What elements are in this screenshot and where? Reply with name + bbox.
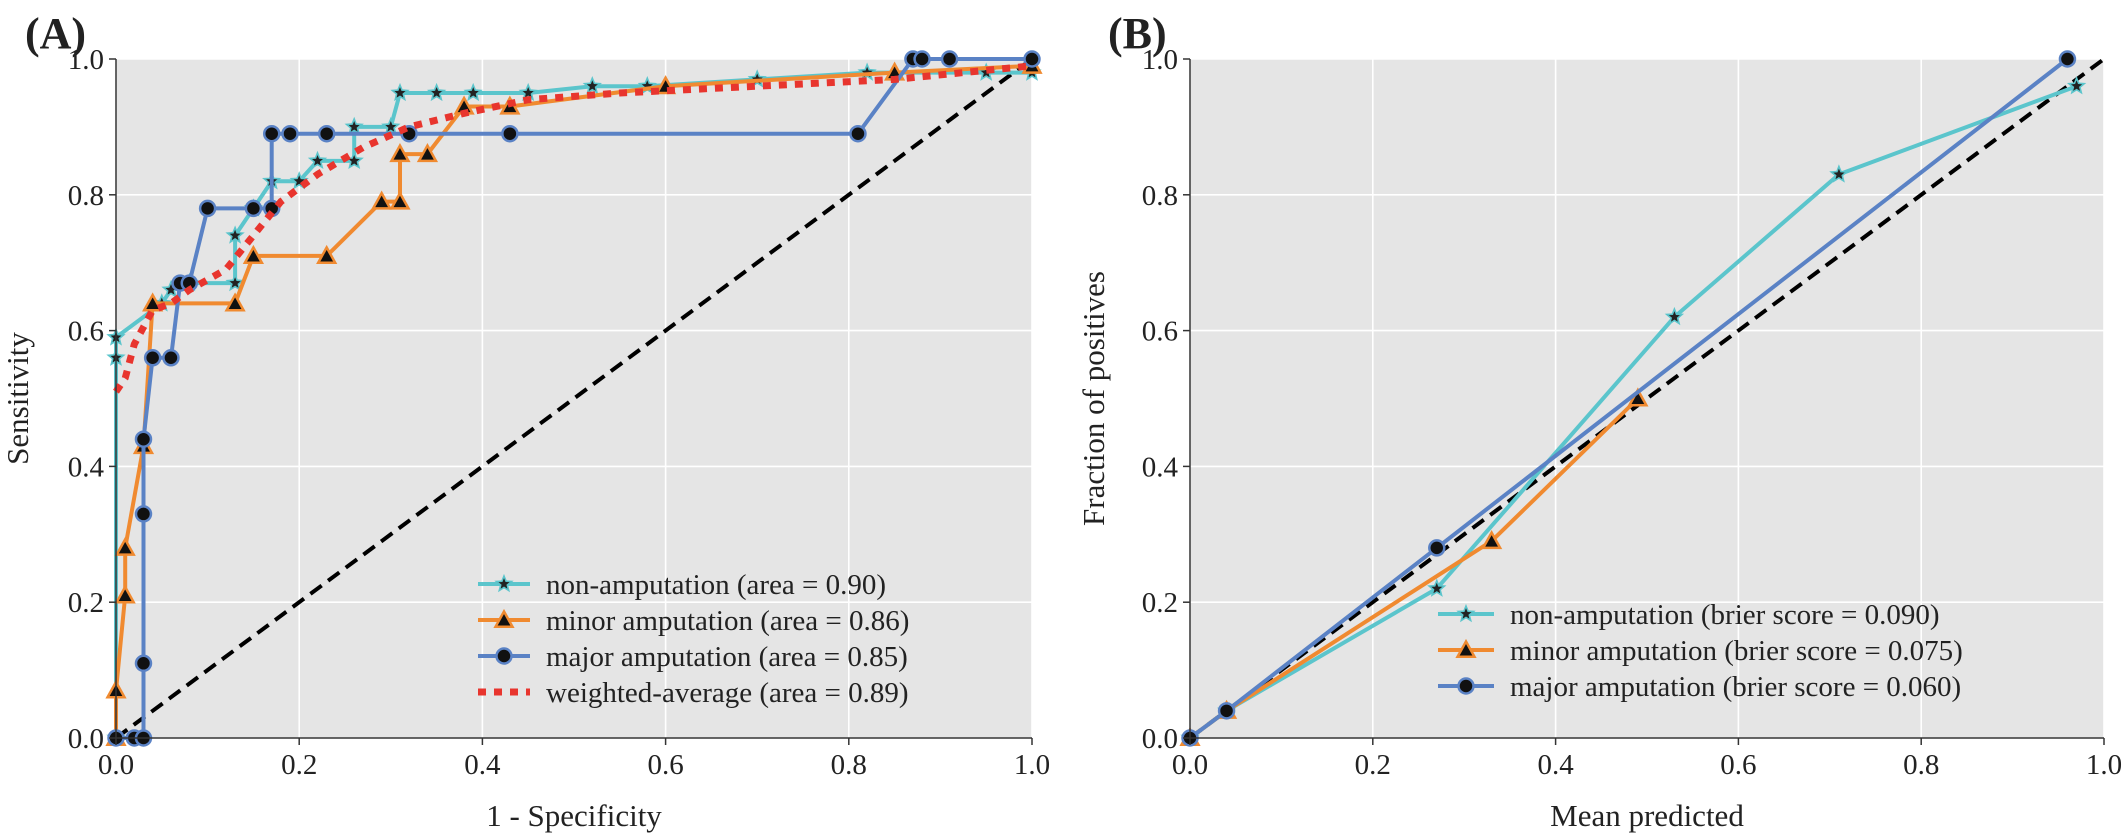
data-point-non bbox=[426, 82, 447, 102]
data-point-non bbox=[2066, 76, 2087, 95]
x-tick-label: 0.0 bbox=[1172, 749, 1208, 781]
y-axis-title: Fraction of positives bbox=[1076, 271, 1111, 526]
data-point-minor bbox=[142, 292, 164, 312]
y-tick-label: 0.8 bbox=[68, 180, 104, 212]
y-tick-label: 0.0 bbox=[68, 723, 104, 755]
legend-label-weighted: weighted-average (area = 0.89) bbox=[546, 677, 909, 709]
y-axis-title: Sensitivity bbox=[0, 332, 35, 465]
legend: non-amputation (brier score = 0.090) mino… bbox=[1438, 599, 1963, 703]
y-tick-label: 0.2 bbox=[1142, 587, 1178, 619]
legend-label-non: non-amputation (area = 0.90) bbox=[546, 569, 886, 601]
y-tick-label: 0.4 bbox=[68, 451, 105, 483]
data-point-minor bbox=[114, 584, 136, 604]
data-point-major bbox=[143, 349, 162, 367]
y-tick-label: 0.6 bbox=[68, 316, 104, 348]
roc-curve-panel: 0.0 0.2 0.4 0.6 0.8 1.0 0.0 0.2 0.4 0.6 0.8 1.0 1 - … bbox=[0, 9, 1050, 833]
legend-marker-major bbox=[495, 647, 513, 665]
legend-marker-non bbox=[1456, 603, 1476, 623]
x-tick-label: 1.0 bbox=[1014, 749, 1050, 781]
x-tick-label: 0.8 bbox=[1903, 749, 1939, 781]
data-point-major bbox=[162, 349, 180, 367]
legend: non-amputation (area = 0.90) minor amputa… bbox=[478, 569, 909, 709]
legend-label-non: non-amputation (brier score = 0.090) bbox=[1510, 599, 1939, 631]
data-point-major bbox=[134, 505, 153, 523]
data-point-non bbox=[463, 82, 483, 102]
x-tick-label: 0.8 bbox=[831, 749, 867, 781]
x-axis-title: 1 - Specificity bbox=[486, 798, 662, 833]
y-tick-label: 1.0 bbox=[1142, 44, 1178, 76]
data-point-non bbox=[1664, 306, 1685, 326]
legend-marker-minor bbox=[493, 608, 515, 629]
data-point-major bbox=[2058, 50, 2077, 68]
data-point-major bbox=[262, 124, 281, 143]
x-tick-label: 0.4 bbox=[1537, 749, 1574, 781]
x-tick-label: 0.6 bbox=[1720, 749, 1756, 781]
data-point-non bbox=[390, 82, 410, 102]
data-point-non bbox=[582, 76, 602, 95]
data-point-major bbox=[1428, 539, 1446, 557]
data-point-minor bbox=[114, 536, 136, 556]
data-point-minor bbox=[389, 190, 411, 210]
data-point-non bbox=[1427, 578, 1447, 597]
legend-label-major: major amputation (area = 0.85) bbox=[546, 641, 908, 673]
data-point-non bbox=[307, 150, 328, 170]
y-tick-label: 1.0 bbox=[68, 44, 104, 76]
y-tick-label: 0.2 bbox=[68, 587, 104, 619]
data-point-non bbox=[1829, 164, 1849, 183]
x-tick-label: 0.0 bbox=[98, 749, 134, 781]
data-point-major bbox=[940, 50, 959, 68]
data-point-non bbox=[381, 116, 401, 136]
x-tick-label: 0.2 bbox=[281, 749, 317, 781]
data-point-minor bbox=[242, 244, 265, 264]
legend-label-major: major amputation (brier score = 0.060) bbox=[1510, 671, 1961, 703]
series-line-major bbox=[1188, 57, 2069, 740]
x-tick-label: 1.0 bbox=[2086, 749, 2122, 781]
data-point-major bbox=[134, 430, 153, 448]
panel-label: (A) bbox=[25, 9, 86, 58]
chance-diagonal-line bbox=[1188, 57, 2106, 740]
data-point-non bbox=[289, 171, 309, 190]
data-point-non bbox=[747, 69, 767, 88]
data-point-minor bbox=[224, 292, 246, 312]
legend-label-minor: minor amputation (area = 0.86) bbox=[546, 605, 909, 637]
x-tick-label: 0.2 bbox=[1355, 749, 1391, 781]
chance-diagonal-line bbox=[114, 57, 1034, 740]
data-point-minor bbox=[316, 244, 338, 264]
series-weighted bbox=[113, 62, 1033, 394]
legend-label-minor: minor amputation (brier score = 0.075) bbox=[1510, 635, 1963, 667]
x-axis-title: Mean predicted bbox=[1550, 798, 1744, 833]
data-point-major bbox=[281, 124, 299, 143]
data-point-minor bbox=[389, 142, 411, 163]
data-point-non bbox=[344, 116, 364, 136]
data-point-major bbox=[198, 199, 217, 218]
y-tick-label: 0.4 bbox=[1142, 451, 1179, 483]
data-point-non bbox=[225, 272, 245, 292]
data-point-major bbox=[244, 199, 263, 218]
y-tick-label: 0.8 bbox=[1142, 180, 1178, 212]
series-line-weighted bbox=[113, 62, 1033, 394]
y-tick-label: 0.0 bbox=[1142, 723, 1178, 755]
data-point-minor bbox=[416, 142, 439, 163]
y-tick-label: 0.6 bbox=[1142, 316, 1178, 348]
data-point-minor bbox=[371, 190, 393, 210]
legend-marker-minor bbox=[1455, 638, 1477, 659]
data-point-major bbox=[1023, 50, 1041, 68]
legend-marker-major bbox=[1457, 677, 1475, 695]
x-tick-label: 0.6 bbox=[647, 749, 683, 781]
data-point-major bbox=[1217, 702, 1236, 720]
data-point-major bbox=[913, 50, 931, 68]
data-point-non bbox=[225, 225, 245, 244]
legend-marker-non bbox=[494, 573, 514, 593]
calibration-curve-panel: 0.0 0.2 0.4 0.6 0.8 1.0 0.0 0.2 0.4 0.6 0.8 1.0 Mean… bbox=[1076, 9, 2122, 833]
x-tick-label: 0.4 bbox=[464, 749, 501, 781]
data-point-major bbox=[134, 654, 153, 673]
panel-label: (B) bbox=[1108, 9, 1167, 58]
data-point-major bbox=[849, 124, 867, 143]
data-point-major bbox=[317, 124, 336, 143]
data-point-major bbox=[501, 124, 519, 143]
data-point-minor bbox=[1480, 530, 1503, 550]
